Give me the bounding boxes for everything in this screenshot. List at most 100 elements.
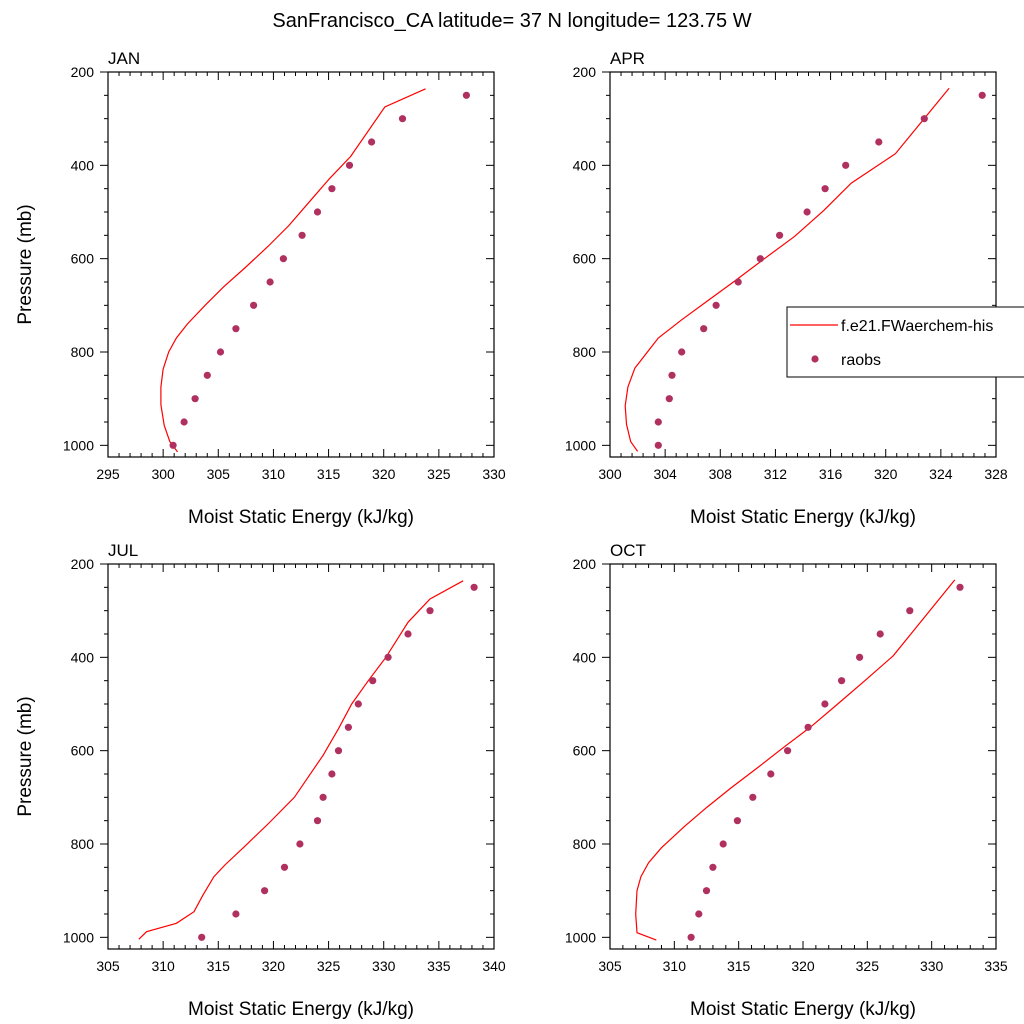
raobs-point-oct bbox=[784, 747, 792, 755]
raobs-point-jul bbox=[369, 677, 377, 685]
raobs-point-oct bbox=[856, 653, 864, 661]
raobs-point-jul bbox=[354, 700, 362, 708]
x-tick-label-jul: 330 bbox=[372, 958, 396, 974]
y-tick-label-apr: 600 bbox=[573, 251, 597, 267]
raobs-point-apr bbox=[978, 91, 986, 99]
raobs-point-oct bbox=[695, 910, 703, 918]
x-tick-label-oct: 315 bbox=[727, 958, 751, 974]
x-tick-label-jan: 295 bbox=[96, 466, 120, 482]
y-tick-label-apr: 200 bbox=[573, 64, 597, 80]
model-line-apr bbox=[624, 87, 950, 452]
raobs-point-jan bbox=[180, 418, 188, 426]
raobs-point-jan bbox=[203, 371, 211, 379]
panel-title-jan: JAN bbox=[108, 49, 140, 68]
plot-frame-jan bbox=[107, 71, 495, 458]
x-tick-label-jul: 305 bbox=[96, 958, 120, 974]
x-axis-title-oct: Moist Static Energy (kJ/kg) bbox=[690, 999, 916, 1020]
figure-title: SanFrancisco_CA latitude= 37 N longitude… bbox=[272, 10, 751, 32]
raobs-point-apr bbox=[654, 441, 662, 449]
raobs-point-jan bbox=[368, 138, 376, 146]
raobs-point-oct bbox=[702, 887, 711, 895]
y-tick-label-apr: 400 bbox=[573, 157, 597, 173]
raobs-point-oct bbox=[733, 817, 742, 825]
raobs-point-apr bbox=[654, 418, 662, 426]
x-tick-label-jul: 315 bbox=[207, 958, 231, 974]
raobs-point-oct bbox=[767, 770, 775, 778]
raobs-point-apr bbox=[665, 395, 673, 403]
x-tick-label-oct: 325 bbox=[856, 958, 880, 974]
raobs-point-jul bbox=[334, 747, 343, 755]
plot-frame-jul bbox=[107, 563, 495, 950]
plot-frame-apr bbox=[609, 71, 997, 458]
raobs-point-oct bbox=[687, 933, 695, 941]
y-tick-label-jul: 1000 bbox=[63, 929, 94, 945]
y-tick-label-apr: 800 bbox=[573, 344, 597, 360]
raobs-point-jul bbox=[232, 910, 240, 918]
raobs-point-jan bbox=[250, 301, 258, 309]
panels-group: JAN 295 300 305 310 315 320 325 330 200 400 600 800 1… bbox=[15, 49, 1008, 1020]
panel-jul: JUL 305 310 315 320 325 330 335 340 200 400 600 800 1… bbox=[15, 541, 506, 1020]
x-tick-label-apr: 304 bbox=[653, 466, 677, 482]
raobs-point-apr bbox=[875, 138, 883, 146]
x-tick-label-jan: 305 bbox=[207, 466, 231, 482]
panel-title-oct: OCT bbox=[610, 541, 646, 560]
x-tick-label-jan: 315 bbox=[317, 466, 341, 482]
y-axis-title-jan: Pressure (mb) bbox=[15, 204, 36, 324]
x-tick-label-apr: 316 bbox=[819, 466, 843, 482]
raobs-point-oct bbox=[956, 583, 964, 591]
raobs-point-jan bbox=[298, 231, 306, 239]
raobs-point-apr bbox=[734, 278, 742, 286]
x-tick-label-jul: 310 bbox=[151, 958, 175, 974]
raobs-point-apr bbox=[842, 161, 850, 169]
y-tick-label-jul: 800 bbox=[71, 836, 95, 852]
y-tick-label-jul: 200 bbox=[71, 556, 95, 572]
raobs-point-jan bbox=[313, 208, 322, 216]
raobs-point-apr bbox=[700, 325, 708, 333]
raobs-point-jan bbox=[279, 255, 287, 263]
raobs-point-oct bbox=[709, 863, 717, 871]
legend-model-label: f.e21.FWaerchem-his bbox=[841, 318, 993, 335]
raobs-point-jul bbox=[198, 933, 206, 941]
x-tick-label-oct: 330 bbox=[920, 958, 944, 974]
y-tick-label-oct: 200 bbox=[573, 556, 597, 572]
y-tick-label-jan: 600 bbox=[71, 251, 95, 267]
x-tick-label-jul: 335 bbox=[427, 958, 451, 974]
x-axis-title-apr: Moist Static Energy (kJ/kg) bbox=[690, 507, 916, 528]
x-tick-label-jan: 320 bbox=[372, 466, 396, 482]
model-line-jan bbox=[160, 88, 426, 453]
raobs-point-oct bbox=[804, 723, 812, 731]
raobs-point-oct bbox=[906, 607, 914, 615]
panel-title-apr: APR bbox=[610, 49, 645, 68]
x-axis-title-jan: Moist Static Energy (kJ/kg) bbox=[188, 507, 414, 528]
x-tick-label-apr: 328 bbox=[984, 466, 1008, 482]
x-axis-title-jul: Moist Static Energy (kJ/kg) bbox=[188, 999, 414, 1020]
raobs-point-oct bbox=[749, 793, 757, 801]
raobs-point-jul bbox=[470, 583, 478, 591]
raobs-point-jan bbox=[345, 161, 354, 169]
legend-box bbox=[786, 306, 1024, 378]
raobs-point-apr bbox=[821, 185, 829, 193]
x-tick-label-jan: 310 bbox=[262, 466, 286, 482]
legend-obs-label: raobs bbox=[841, 352, 881, 369]
raobs-point-oct bbox=[838, 677, 846, 685]
panel-jan: JAN 295 300 305 310 315 320 325 330 200 400 600 800 1… bbox=[15, 49, 506, 528]
x-tick-label-jan: 300 bbox=[151, 466, 175, 482]
y-tick-label-jan: 200 bbox=[71, 64, 95, 80]
raobs-point-jul bbox=[296, 840, 304, 848]
y-tick-label-jul: 400 bbox=[71, 649, 95, 665]
raobs-point-apr bbox=[678, 348, 686, 356]
raobs-point-jul bbox=[319, 793, 327, 801]
y-tick-label-jan: 800 bbox=[71, 344, 95, 360]
y-tick-label-apr: 1000 bbox=[565, 437, 596, 453]
raobs-point-apr bbox=[668, 371, 676, 379]
raobs-point-oct bbox=[821, 700, 829, 708]
legend-obs-swatch bbox=[811, 355, 819, 363]
raobs-point-jan bbox=[462, 91, 470, 99]
y-tick-label-oct: 400 bbox=[573, 649, 597, 665]
x-tick-label-jul: 325 bbox=[317, 958, 341, 974]
x-tick-label-oct: 320 bbox=[791, 958, 815, 974]
x-tick-label-jan: 330 bbox=[482, 466, 506, 482]
raobs-point-jan bbox=[232, 325, 240, 333]
y-tick-label-oct: 800 bbox=[573, 836, 597, 852]
raobs-point-jan bbox=[191, 395, 199, 403]
